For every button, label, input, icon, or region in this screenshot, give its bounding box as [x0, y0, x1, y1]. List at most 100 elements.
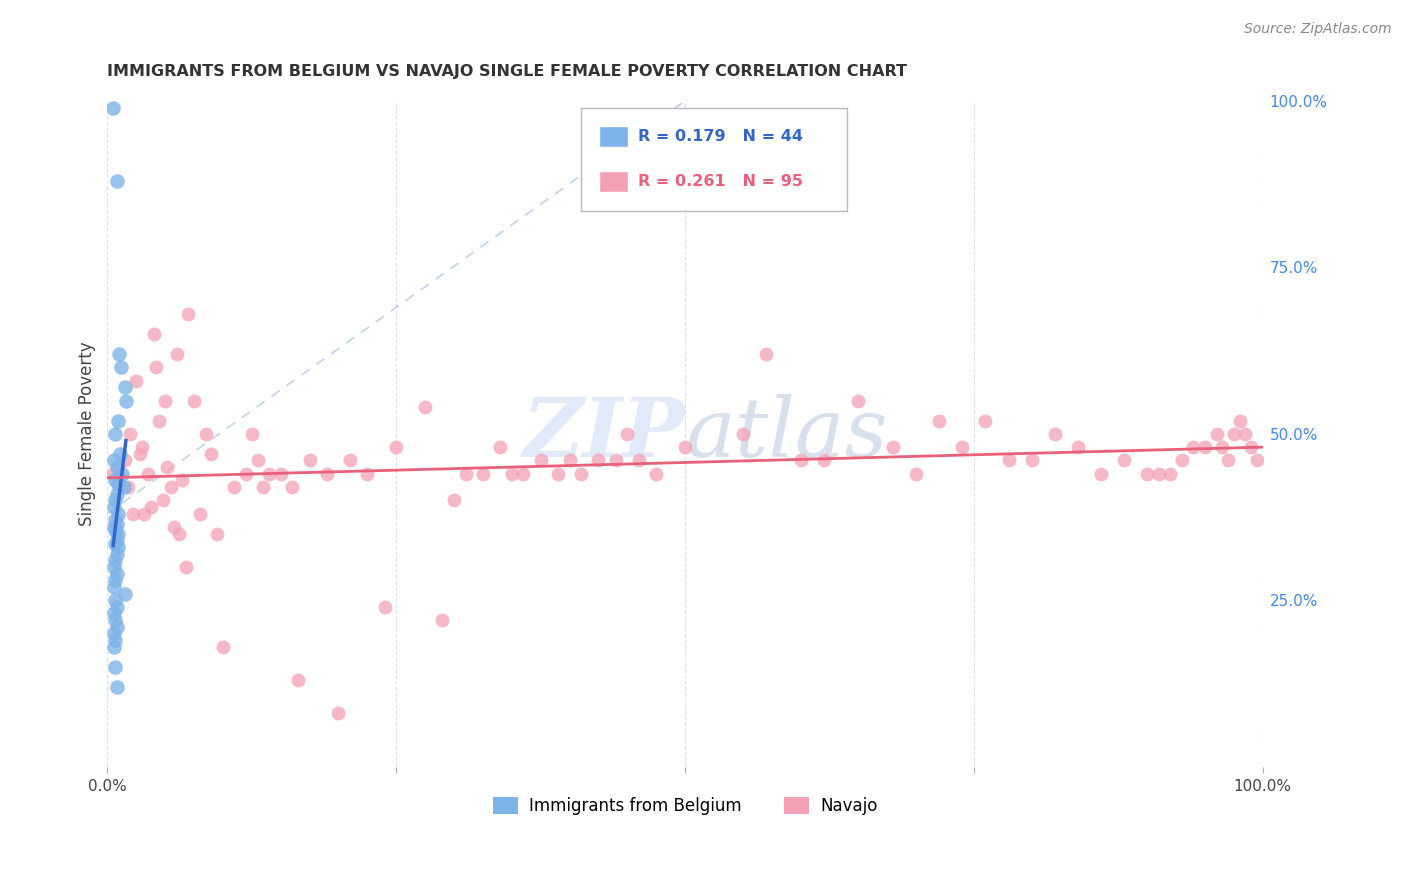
Point — [121, 507, 143, 521]
Point — [997, 453, 1019, 467]
Point — [112, 480, 135, 494]
FancyBboxPatch shape — [599, 127, 627, 147]
Text: R = 0.179   N = 44: R = 0.179 N = 44 — [638, 129, 803, 145]
Point — [107, 413, 129, 427]
Point — [111, 467, 134, 481]
Text: IMMIGRANTS FROM BELGIUM VS NAVAJO SINGLE FEMALE POVERTY CORRELATION CHART: IMMIGRANTS FROM BELGIUM VS NAVAJO SINGLE… — [107, 64, 907, 79]
Point — [928, 413, 950, 427]
Point — [1194, 440, 1216, 454]
Point — [103, 560, 125, 574]
Point — [882, 440, 904, 454]
Point — [1223, 426, 1246, 441]
Point — [755, 347, 778, 361]
Point — [235, 467, 257, 481]
Point — [1159, 467, 1181, 481]
Point — [120, 426, 142, 441]
Point — [246, 453, 269, 467]
Point — [103, 520, 125, 534]
Point — [252, 480, 274, 494]
Point — [104, 659, 127, 673]
Point — [103, 453, 125, 467]
Point — [101, 467, 124, 481]
Point — [114, 453, 136, 467]
Point — [530, 453, 553, 467]
Point — [224, 480, 246, 494]
Point — [104, 426, 127, 441]
Point — [163, 520, 186, 534]
Point — [160, 480, 183, 494]
Point — [471, 467, 494, 481]
Text: ZIP: ZIP — [523, 393, 685, 474]
Point — [789, 453, 811, 467]
Point — [1136, 467, 1159, 481]
Point — [104, 493, 127, 508]
Point — [101, 101, 124, 115]
Point — [108, 447, 131, 461]
Point — [153, 393, 176, 408]
Point — [107, 507, 129, 521]
Point — [605, 453, 627, 467]
Text: Source: ZipAtlas.com: Source: ZipAtlas.com — [1244, 22, 1392, 37]
Point — [588, 453, 610, 467]
Point — [105, 599, 128, 614]
Point — [1090, 467, 1112, 481]
Point — [443, 493, 465, 508]
Point — [547, 467, 569, 481]
Point — [558, 453, 581, 467]
Point — [103, 500, 125, 514]
Point — [627, 453, 650, 467]
Point — [1182, 440, 1205, 454]
Legend: Immigrants from Belgium, Navajo: Immigrants from Belgium, Navajo — [486, 790, 884, 822]
Point — [145, 360, 167, 375]
Point — [569, 467, 592, 481]
Point — [105, 486, 128, 500]
Point — [156, 460, 179, 475]
Point — [1171, 453, 1194, 467]
Point — [501, 467, 523, 481]
Point — [107, 526, 129, 541]
Point — [148, 413, 170, 427]
Point — [673, 440, 696, 454]
Point — [287, 673, 309, 687]
Point — [110, 360, 132, 375]
Point — [107, 540, 129, 554]
Point — [298, 453, 321, 467]
Point — [104, 513, 127, 527]
Point — [432, 613, 454, 627]
Point — [385, 440, 408, 454]
Point — [270, 467, 292, 481]
Point — [103, 640, 125, 654]
Point — [108, 347, 131, 361]
Point — [105, 566, 128, 581]
Point — [188, 507, 211, 521]
Point — [950, 440, 973, 454]
Point — [105, 680, 128, 694]
Text: atlas: atlas — [685, 393, 887, 474]
Y-axis label: Single Female Poverty: Single Female Poverty — [79, 342, 96, 526]
Point — [104, 474, 127, 488]
Point — [1205, 426, 1227, 441]
Point — [103, 626, 125, 640]
Point — [105, 547, 128, 561]
Point — [645, 467, 668, 481]
Point — [136, 467, 159, 481]
Point — [105, 533, 128, 548]
Point — [128, 447, 150, 461]
FancyBboxPatch shape — [599, 171, 627, 192]
Point — [142, 326, 165, 341]
Point — [356, 467, 378, 481]
Text: R = 0.261   N = 95: R = 0.261 N = 95 — [638, 174, 803, 189]
Point — [1067, 440, 1090, 454]
Point — [413, 400, 436, 414]
Point — [281, 480, 304, 494]
Point — [616, 426, 638, 441]
Point — [103, 607, 125, 621]
Point — [177, 307, 200, 321]
Point — [339, 453, 361, 467]
Point — [115, 393, 138, 408]
Point — [1211, 440, 1233, 454]
Point — [212, 640, 235, 654]
Point — [174, 560, 197, 574]
Point — [374, 599, 396, 614]
Point — [172, 474, 194, 488]
